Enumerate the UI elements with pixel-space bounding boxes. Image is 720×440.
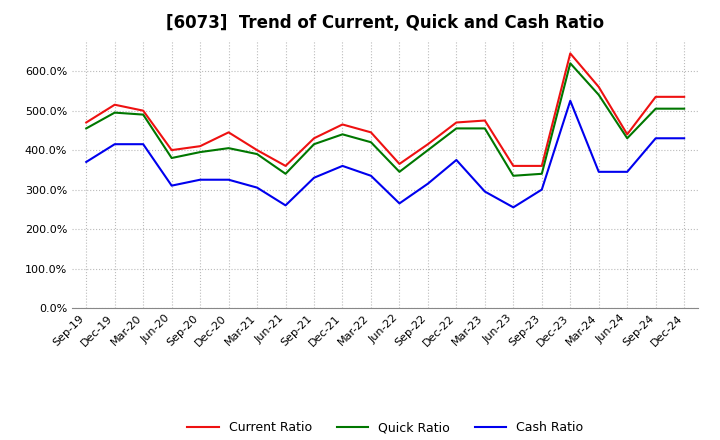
Quick Ratio: [282, 171, 290, 176]
Quick Ratio: [480, 126, 489, 131]
Current Ratio: [595, 84, 603, 90]
Title: [6073]  Trend of Current, Quick and Cash Ratio: [6073] Trend of Current, Quick and Cash …: [166, 15, 604, 33]
Cash Ratio: [480, 189, 489, 194]
Cash Ratio: [139, 142, 148, 147]
Line: Current Ratio: Current Ratio: [86, 53, 684, 166]
Current Ratio: [253, 147, 261, 153]
Line: Quick Ratio: Quick Ratio: [86, 63, 684, 176]
Cash Ratio: [395, 201, 404, 206]
Quick Ratio: [225, 146, 233, 151]
Quick Ratio: [310, 142, 318, 147]
Current Ratio: [225, 130, 233, 135]
Cash Ratio: [423, 181, 432, 186]
Current Ratio: [282, 163, 290, 169]
Current Ratio: [139, 108, 148, 113]
Current Ratio: [652, 94, 660, 99]
Current Ratio: [452, 120, 461, 125]
Quick Ratio: [366, 139, 375, 145]
Cash Ratio: [566, 98, 575, 103]
Cash Ratio: [167, 183, 176, 188]
Quick Ratio: [452, 126, 461, 131]
Current Ratio: [480, 118, 489, 123]
Quick Ratio: [253, 151, 261, 157]
Quick Ratio: [82, 126, 91, 131]
Current Ratio: [167, 147, 176, 153]
Cash Ratio: [82, 159, 91, 165]
Quick Ratio: [595, 92, 603, 98]
Cash Ratio: [452, 158, 461, 163]
Legend: Current Ratio, Quick Ratio, Cash Ratio: Current Ratio, Quick Ratio, Cash Ratio: [182, 416, 588, 439]
Cash Ratio: [537, 187, 546, 192]
Current Ratio: [310, 136, 318, 141]
Cash Ratio: [652, 136, 660, 141]
Cash Ratio: [282, 203, 290, 208]
Quick Ratio: [423, 147, 432, 153]
Cash Ratio: [595, 169, 603, 175]
Quick Ratio: [680, 106, 688, 111]
Quick Ratio: [139, 112, 148, 117]
Quick Ratio: [652, 106, 660, 111]
Cash Ratio: [680, 136, 688, 141]
Current Ratio: [680, 94, 688, 99]
Current Ratio: [196, 143, 204, 149]
Cash Ratio: [509, 205, 518, 210]
Cash Ratio: [310, 175, 318, 180]
Cash Ratio: [253, 185, 261, 190]
Current Ratio: [338, 122, 347, 127]
Quick Ratio: [110, 110, 119, 115]
Current Ratio: [110, 102, 119, 107]
Current Ratio: [82, 120, 91, 125]
Current Ratio: [537, 163, 546, 169]
Current Ratio: [623, 132, 631, 137]
Current Ratio: [423, 142, 432, 147]
Quick Ratio: [509, 173, 518, 178]
Quick Ratio: [395, 169, 404, 175]
Quick Ratio: [537, 171, 546, 176]
Current Ratio: [366, 130, 375, 135]
Quick Ratio: [338, 132, 347, 137]
Cash Ratio: [623, 169, 631, 175]
Cash Ratio: [110, 142, 119, 147]
Quick Ratio: [196, 150, 204, 155]
Line: Cash Ratio: Cash Ratio: [86, 101, 684, 207]
Quick Ratio: [623, 136, 631, 141]
Quick Ratio: [566, 61, 575, 66]
Current Ratio: [395, 161, 404, 167]
Cash Ratio: [366, 173, 375, 178]
Current Ratio: [509, 163, 518, 169]
Cash Ratio: [225, 177, 233, 182]
Cash Ratio: [196, 177, 204, 182]
Current Ratio: [566, 51, 575, 56]
Cash Ratio: [338, 163, 347, 169]
Quick Ratio: [167, 155, 176, 161]
